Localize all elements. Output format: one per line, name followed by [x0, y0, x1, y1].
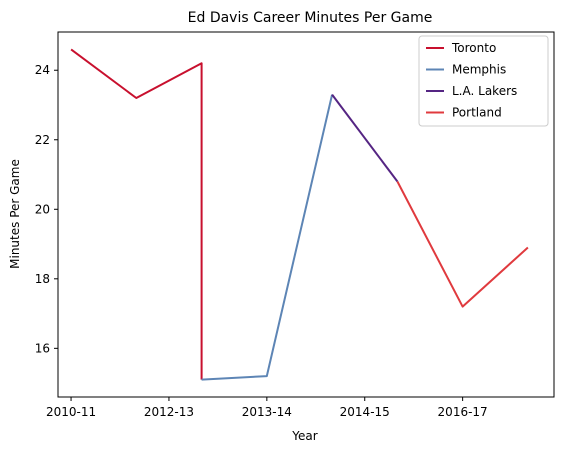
- y-tick-label: 22: [35, 133, 50, 147]
- x-axis-label: Year: [291, 429, 317, 443]
- y-axis-ticks: 16 18 20 22 24: [35, 63, 58, 355]
- y-tick-label: 20: [35, 202, 50, 216]
- legend-label: Memphis: [452, 63, 506, 77]
- legend: Toronto Memphis L.A. Lakers Portland: [418, 35, 549, 127]
- y-axis-label: Minutes Per Game: [8, 159, 22, 269]
- y-tick-label: 16: [35, 341, 50, 355]
- x-tick-label: 2014-15: [340, 405, 390, 419]
- series-layer: [70, 48, 529, 381]
- legend-box: [418, 35, 549, 127]
- series-line-2: [331, 93, 399, 183]
- x-tick-label: 2016-17: [438, 405, 488, 419]
- x-tick-label: 2010-11: [46, 405, 96, 419]
- series-line-0: [70, 48, 203, 380]
- legend-label: L.A. Lakers: [452, 84, 517, 98]
- legend-label: Toronto: [451, 41, 496, 55]
- series-line-3: [396, 181, 529, 308]
- x-axis-ticks: 2010-11 2012-13 2013-14 2014-15 2016-17: [46, 397, 488, 419]
- legend-label: Portland: [452, 106, 502, 120]
- x-tick-label: 2012-13: [144, 405, 194, 419]
- y-tick-label: 24: [35, 63, 50, 77]
- plot-frame: [57, 31, 555, 398]
- y-tick-label: 18: [35, 272, 50, 286]
- chart-title: Ed Davis Career Minutes Per Game: [188, 10, 433, 26]
- x-tick-label: 2013-14: [242, 405, 292, 419]
- series-line-1: [201, 94, 334, 381]
